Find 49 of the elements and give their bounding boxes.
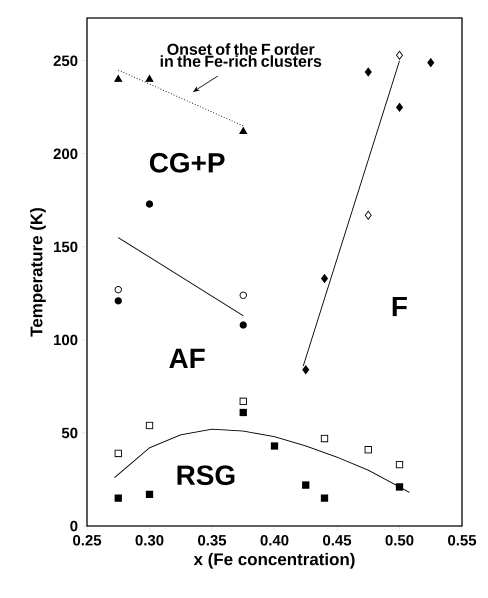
point [364,68,372,76]
point [396,483,404,491]
annotation: AF [169,348,205,368]
y-tick-label: 0 [70,520,78,532]
point [427,58,434,68]
point [146,74,154,82]
point [302,365,310,374]
point [320,494,328,502]
point [114,450,122,458]
point [114,74,122,82]
y-tick-label: 150 [54,242,78,252]
point [114,494,122,502]
annotation: F [392,296,407,316]
point [270,442,278,450]
y-tick-label: 100 [54,334,78,346]
x-tick-label: 0.45 [323,534,352,546]
x-tick-label: 0.50 [386,534,414,546]
point [364,210,372,220]
point [240,321,247,329]
point [240,292,247,299]
x-tick-label: 0.30 [136,534,164,546]
annotation: Onset of the F order in the Fe-rich clusters [160,43,322,67]
y-tick-label: 50 [62,428,78,438]
line-series [114,428,410,493]
annotation: RSG [178,465,234,486]
point [302,481,310,489]
point [240,408,247,416]
y-axis-title: Temperature (K) [30,208,46,337]
x-tick-label: 0.40 [260,534,288,546]
point [396,50,403,60]
x-tick-label: 0.25 [73,534,102,546]
point [146,200,154,208]
x-tick-label: 0.55 [448,534,476,546]
point [396,102,403,112]
point [114,286,122,294]
x-axis-title: x (Fe concentration) [194,552,355,569]
point [146,422,154,430]
annotation: CG+P [150,152,225,173]
y-tick-label: 250 [54,56,78,66]
point [114,297,122,304]
point [321,274,328,283]
x-tick-label: 0.35 [198,534,226,546]
point [320,434,328,442]
point [364,446,372,454]
point [239,127,248,134]
y-tick-label: 200 [54,148,78,160]
point [396,460,404,468]
point [146,490,154,498]
point [240,398,247,405]
